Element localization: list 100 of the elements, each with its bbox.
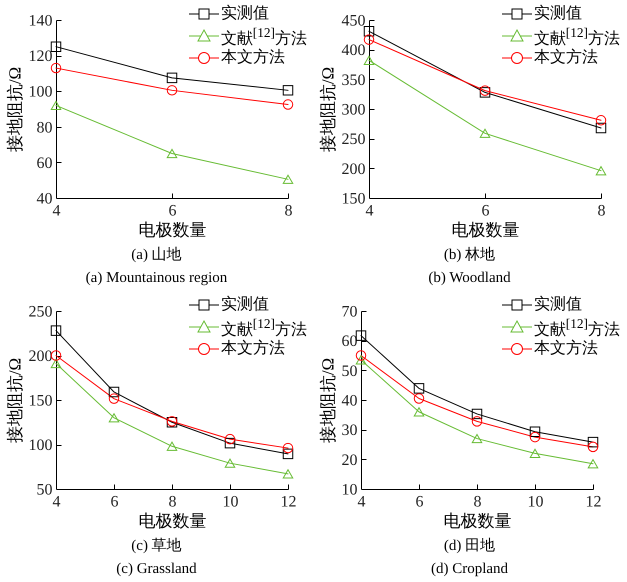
legend-label: 实测值 [534, 295, 582, 314]
point [364, 56, 374, 65]
x-axis-title: 电极数量 [444, 512, 512, 530]
y-tick-label: 50 [342, 362, 358, 380]
point [414, 393, 424, 404]
y-tick-label: 30 [342, 422, 358, 440]
y-axis-title: 接地阻抗/Ω [6, 358, 24, 444]
legend-label: 本文方法 [220, 48, 285, 68]
point [530, 432, 540, 442]
x-tick-label: 12 [586, 494, 602, 510]
point [224, 458, 236, 468]
point [364, 34, 374, 45]
point [480, 128, 490, 138]
y-tick-label: 70 [342, 304, 358, 320]
x-tick-label: 8 [598, 202, 606, 220]
point [50, 358, 62, 368]
legend-label: 文献$^{[12]}$方法 [534, 24, 620, 48]
point [108, 413, 120, 422]
y-axis-title: 接地阻抗/Ω [6, 66, 24, 152]
y-tick-label: 80 [36, 119, 52, 136]
y-tick-label: 10 [342, 482, 358, 498]
point [414, 383, 424, 394]
point [282, 469, 294, 478]
text: (a) 山地 [130, 246, 183, 265]
legend-label: 文献$^{[12]}$方法 [220, 24, 307, 48]
point [282, 448, 294, 460]
point [50, 325, 62, 336]
y-tick-label: 150 [342, 190, 366, 208]
legend-label: 实测值 [534, 4, 582, 23]
point [472, 408, 482, 420]
point [596, 122, 606, 134]
x-tick-label: 4 [366, 202, 374, 220]
y-tick-label: 60 [36, 154, 52, 172]
y-tick-label: 400 [342, 42, 366, 60]
text: (d) 田地 [442, 536, 496, 556]
y-tick-label: 40 [342, 392, 358, 410]
x-tick-label: 4 [52, 494, 60, 510]
y-tick-label: 150 [28, 392, 52, 410]
point [588, 442, 598, 452]
point [530, 448, 540, 458]
point [364, 26, 374, 37]
point [166, 72, 178, 84]
x-tick-label: 6 [168, 202, 176, 220]
point [108, 386, 120, 398]
legend-label: 本文方法 [534, 339, 598, 358]
legend-label: 本文方法 [534, 48, 598, 68]
point [50, 41, 62, 52]
y-tick-label: 60 [342, 333, 358, 350]
point [596, 166, 606, 176]
y-axis-title: 接地阻抗/Ω [318, 66, 338, 152]
point [166, 85, 178, 96]
point [50, 62, 62, 74]
y-tick-label: 50 [36, 482, 52, 498]
point [166, 442, 178, 451]
y-tick-label: 100 [28, 84, 52, 101]
point [588, 459, 598, 468]
point [356, 330, 366, 341]
text: (b) 林地 [442, 246, 496, 265]
text: (b) Woodland [427, 269, 512, 288]
point [472, 416, 482, 427]
x-tick-label: 8 [168, 494, 176, 510]
y-tick-label: 250 [28, 304, 52, 320]
point [356, 355, 366, 365]
point [472, 434, 482, 444]
y-tick-label: 250 [342, 131, 366, 148]
legend-label: 文献$^{[12]}$方法 [220, 315, 307, 340]
point [530, 426, 540, 437]
point [282, 99, 294, 110]
text: (a) Mountainous region [84, 269, 228, 288]
y-tick-label: 140 [28, 12, 52, 30]
point [282, 85, 294, 96]
legend-label: 文献$^{[12]}$方法 [534, 315, 620, 340]
point [166, 148, 178, 158]
y-tick-label: 200 [342, 160, 366, 178]
x-axis-title: 电极数量 [138, 512, 206, 530]
point [50, 100, 62, 110]
y-tick-label: 20 [342, 452, 358, 469]
point [224, 434, 236, 444]
x-tick-label: 6 [482, 202, 490, 220]
point [356, 350, 366, 361]
legend-label: 实测值 [220, 4, 269, 23]
text: (d) Cropland [430, 560, 510, 579]
x-tick-label: 8 [474, 494, 482, 510]
legend-label: 实测值 [220, 295, 269, 314]
point [282, 174, 294, 184]
x-tick-label: 8 [284, 202, 292, 220]
x-tick-label: 4 [358, 494, 366, 510]
point [414, 407, 424, 416]
legend-label: 本文方法 [220, 339, 285, 358]
point [596, 115, 606, 126]
y-tick-label: 350 [342, 72, 366, 89]
y-tick-label: 120 [28, 48, 52, 66]
point [282, 442, 294, 454]
y-tick-label: 300 [342, 102, 366, 118]
x-tick-label: 10 [528, 494, 544, 510]
x-axis-title: 电极数量 [138, 220, 206, 240]
y-tick-label: 100 [28, 437, 52, 454]
y-tick-label: 200 [28, 348, 52, 365]
y-axis-title: 接地阻抗/Ω [318, 358, 338, 444]
x-axis-title: 电极数量 [452, 220, 520, 240]
